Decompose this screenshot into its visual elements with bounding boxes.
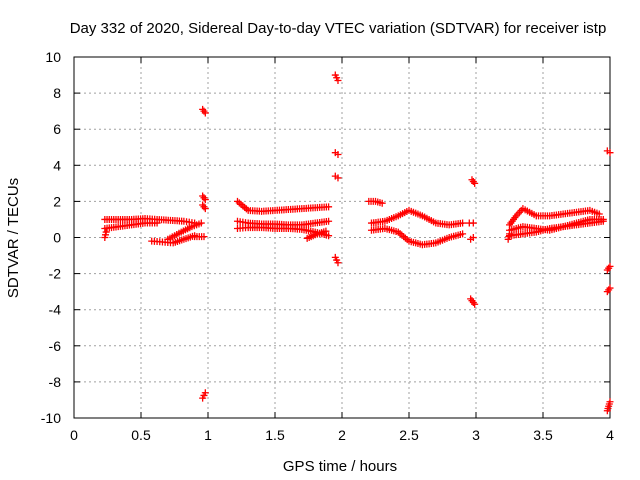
data-point <box>325 232 333 240</box>
series-band-d-lower <box>506 217 607 240</box>
axis-ticks: 0 0.5 1 1.5 2 2.5 3 3.5 4 -10 -8 -6 -4 -2 0 2 4 6 8 10 <box>41 49 614 443</box>
data-point <box>201 389 209 397</box>
data-point <box>606 398 614 406</box>
series-segment-7 <box>331 172 342 182</box>
data-point <box>201 196 209 204</box>
data-point <box>378 199 386 207</box>
x-tick-label: 1.5 <box>265 427 285 443</box>
series-band-a-tail <box>191 233 208 241</box>
series-segment-14 <box>603 398 614 415</box>
data-points <box>101 71 614 415</box>
data-point <box>471 179 479 187</box>
data-point <box>201 109 209 117</box>
series-band-b-tail <box>303 227 330 242</box>
series-band-c-top <box>365 197 386 207</box>
data-point <box>599 217 607 225</box>
data-point <box>606 262 614 270</box>
data-point <box>201 205 209 213</box>
y-tick-label: -6 <box>49 338 62 354</box>
x-tick-label: 2 <box>338 427 346 443</box>
series-band-d-left-edge <box>504 230 513 243</box>
data-point <box>153 219 161 227</box>
data-point <box>334 174 342 182</box>
y-tick-label: -8 <box>49 374 62 390</box>
x-tick-label: 1 <box>204 427 212 443</box>
x-axis-label: GPS time / hours <box>283 458 397 475</box>
data-point <box>606 149 614 157</box>
series-band-a-upper <box>101 215 199 227</box>
x-tick-label: 3.5 <box>533 427 553 443</box>
data-point <box>334 259 342 267</box>
x-tick-label: 0 <box>70 427 78 443</box>
chart-title: Day 332 of 2020, Sidereal Day-to-day VTE… <box>70 20 607 37</box>
x-tick-label: 4 <box>606 427 614 443</box>
data-point <box>322 227 330 235</box>
y-tick-label: -4 <box>49 302 62 318</box>
data-point <box>325 203 333 211</box>
series-band-a-dip <box>148 232 199 247</box>
y-tick-label: 6 <box>53 121 61 137</box>
y-tick-label: -10 <box>41 410 61 426</box>
series-band-c-lower <box>367 224 467 249</box>
series-segment-6 <box>331 149 342 158</box>
x-tick-label: 0.5 <box>131 427 151 443</box>
data-point <box>469 234 477 241</box>
series-segment-2 <box>199 192 209 204</box>
series-band-a-left-edge <box>101 228 110 241</box>
grid-lines <box>74 57 610 418</box>
series-segment-13 <box>603 284 614 296</box>
data-point <box>506 230 513 238</box>
y-tick-label: 2 <box>53 193 61 209</box>
data-point <box>459 230 467 238</box>
series-segment-12 <box>603 262 614 274</box>
data-point <box>197 219 205 227</box>
data-point <box>469 219 477 227</box>
series-segment-11 <box>603 147 614 157</box>
y-tick-label: 0 <box>53 230 61 246</box>
y-tick-label: 10 <box>45 49 61 65</box>
series-segment-9 <box>468 176 479 187</box>
y-tick-label: -2 <box>49 266 62 282</box>
series-segment-1 <box>199 105 209 117</box>
series-segment-4 <box>199 389 209 402</box>
data-point <box>325 217 333 225</box>
data-point <box>606 284 614 292</box>
series-band-c-tail <box>465 219 477 227</box>
data-point <box>334 150 342 158</box>
series-band-d-upper <box>506 205 603 229</box>
x-tick-label: 3 <box>472 427 480 443</box>
series-band-a-lower <box>101 219 161 232</box>
series-band-c-upper <box>367 206 467 229</box>
data-point <box>102 228 110 236</box>
series-band-a-rise <box>164 219 205 243</box>
series-segment-5 <box>331 71 342 84</box>
series-band-c-bottom-right <box>467 234 477 243</box>
data-point <box>471 300 479 308</box>
series-segment-10 <box>467 295 479 308</box>
y-tick-label: 4 <box>53 157 61 173</box>
x-tick-label: 2.5 <box>399 427 419 443</box>
series-segment-3 <box>199 201 209 213</box>
series-band-b-upper <box>233 197 333 215</box>
data-point <box>459 219 467 227</box>
data-point <box>200 233 208 241</box>
data-point <box>334 76 342 84</box>
series-segment-8 <box>331 253 342 267</box>
y-axis-label: SDTVAR / TECUs <box>5 178 22 298</box>
y-tick-label: 8 <box>53 85 61 101</box>
